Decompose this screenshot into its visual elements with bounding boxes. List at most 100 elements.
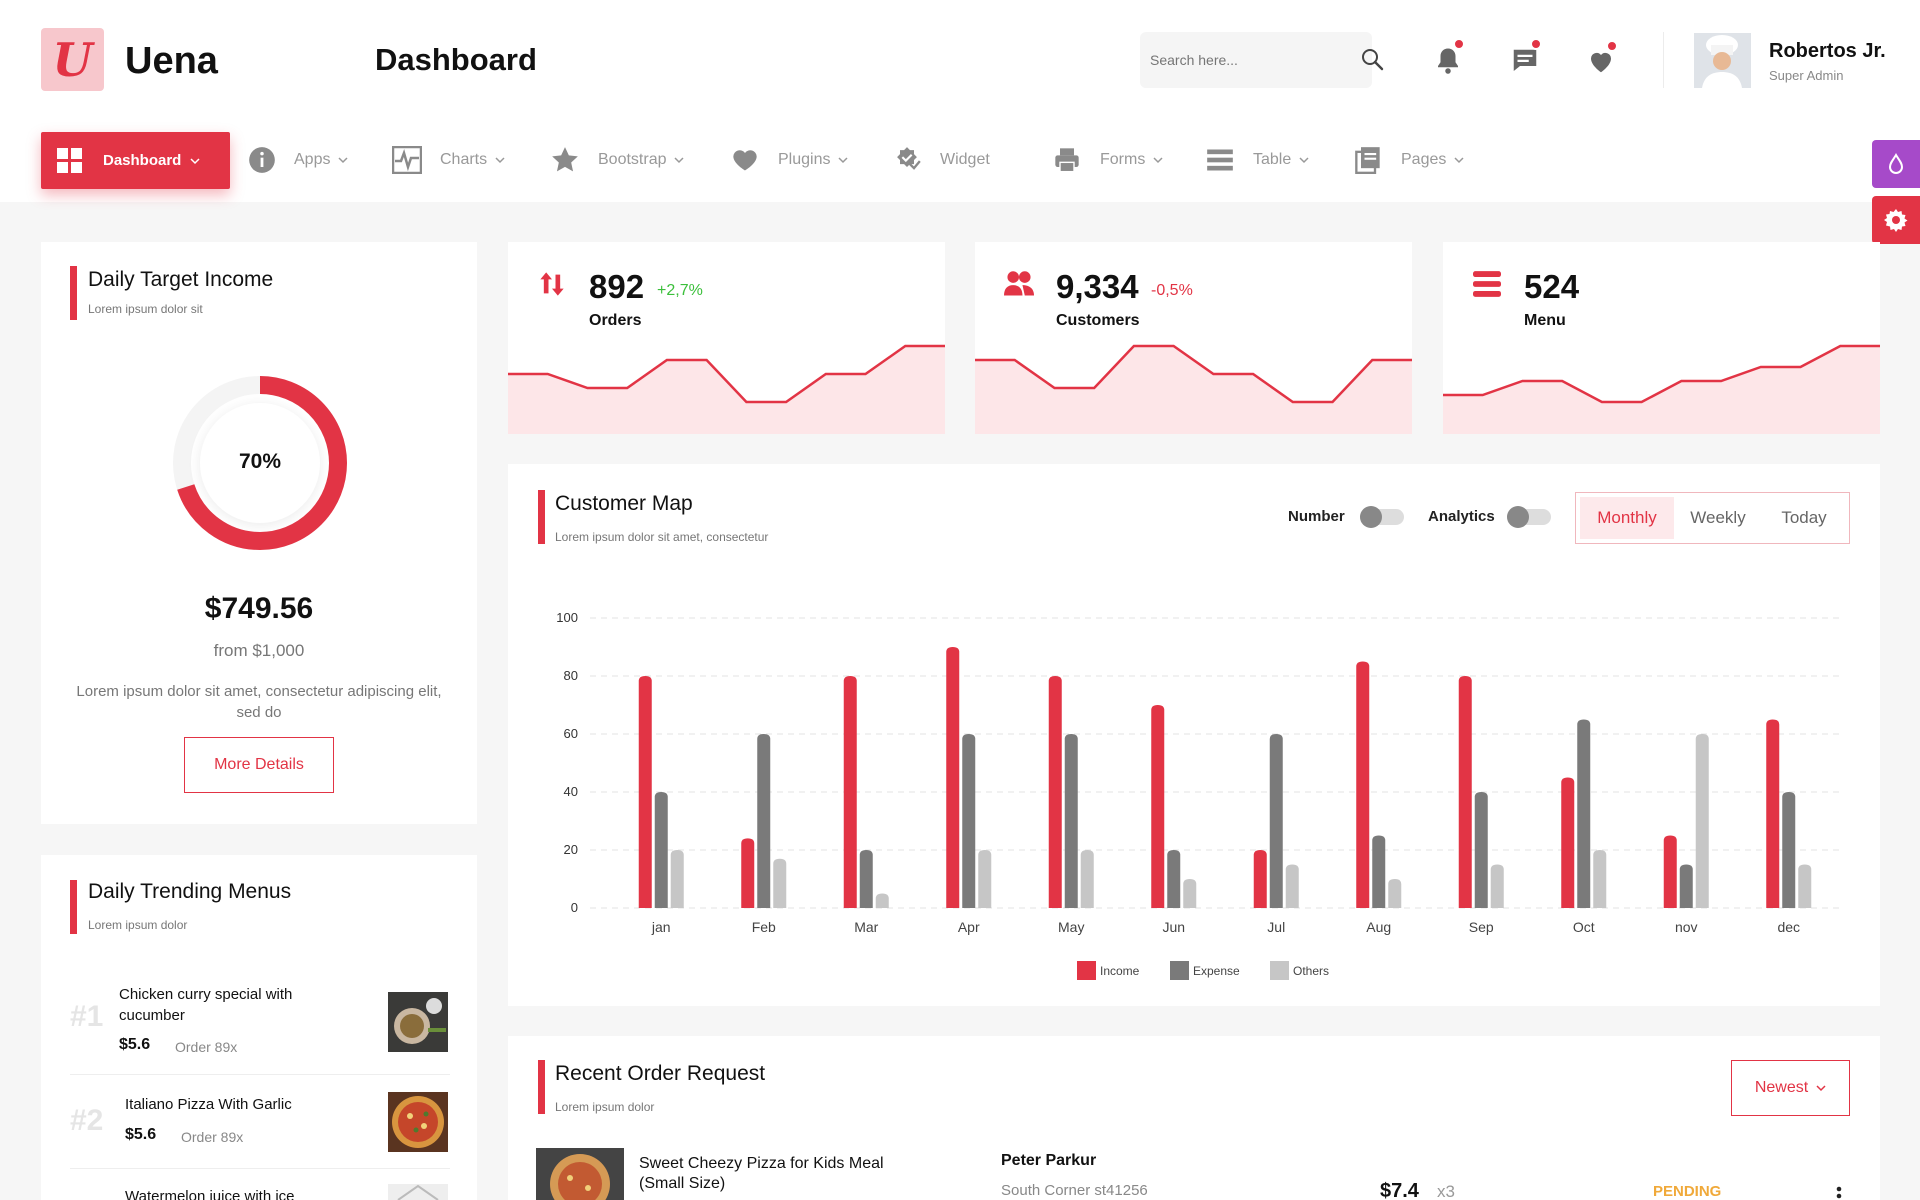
theme-color-button[interactable] (1872, 140, 1920, 188)
user-name[interactable]: Robertos Jr. (1769, 40, 1886, 62)
message-dot (1530, 38, 1542, 50)
order-quantity: x3 (1437, 1182, 1455, 1200)
tab-today[interactable]: Today (1781, 508, 1827, 527)
nav-charts[interactable]: Charts (392, 140, 505, 180)
avatar[interactable] (1694, 33, 1751, 88)
settings-button[interactable] (1872, 196, 1920, 244)
tab-monthly[interactable]: Monthly (1580, 497, 1674, 539)
legend-label: Others (1293, 964, 1329, 978)
title-accent (538, 1060, 545, 1114)
bar-income (1561, 777, 1575, 908)
x-tick-label: dec (1777, 919, 1800, 935)
table-row[interactable]: Sweet Cheezy Pizza for Kids Meal (Small … (536, 1148, 1856, 1200)
number-toggle-label: Number (1288, 508, 1345, 525)
list-item[interactable]: #1 Chicken curry special with cucumber $… (70, 980, 450, 1075)
bar-others (978, 850, 992, 908)
menu-price: $5.6 (125, 1126, 157, 1143)
rank-label: #2 (70, 1104, 104, 1137)
chevron-down-icon (1816, 1085, 1826, 1092)
menu-sparkline (1443, 344, 1880, 434)
star-icon (552, 147, 578, 172)
recent-order-card (508, 1036, 1880, 1200)
food-thumbnail (388, 1092, 448, 1152)
status-badge: PENDING (1653, 1183, 1722, 1200)
list-item[interactable]: #2 Italiano Pizza With Garlic $5.6 Order… (70, 1076, 450, 1169)
analytics-toggle[interactable] (1507, 506, 1551, 528)
bar-expense (1474, 792, 1488, 908)
nav-forms[interactable]: Forms (1052, 140, 1163, 180)
bar-expense (1679, 864, 1693, 908)
title-accent (538, 490, 545, 544)
bar-others (773, 858, 787, 908)
search-icon[interactable] (1360, 47, 1384, 71)
y-tick-label: 20 (564, 842, 578, 857)
nav-label: Apps (294, 151, 331, 168)
card-subtitle: Lorem ipsum dolor (555, 1100, 655, 1114)
favorite-dot (1606, 40, 1618, 52)
orders-sparkline (508, 344, 945, 434)
order-price: $7.4 (1380, 1180, 1419, 1200)
bar-expense (962, 734, 976, 908)
customers-change: -0,5% (1151, 282, 1193, 299)
sort-label: Newest (1754, 1079, 1809, 1096)
nav-apps[interactable]: Apps (248, 140, 348, 180)
legend-swatch (1270, 961, 1289, 980)
nav-dashboard[interactable]: Dashboard (41, 132, 230, 189)
card-title: Customer Map (555, 492, 693, 515)
nav-label: Charts (440, 151, 488, 168)
brand-logo[interactable]: U (41, 28, 104, 91)
income-target: from $1,000 (213, 641, 305, 660)
orders-label: Orders (589, 312, 642, 329)
users-icon (1004, 271, 1034, 296)
bell-icon[interactable] (1433, 46, 1463, 76)
nav-label: Bootstrap (598, 151, 667, 168)
sort-dropdown[interactable]: Newest (1731, 1060, 1850, 1116)
analytics-toggle-label: Analytics (1428, 508, 1495, 525)
x-tick-label: Aug (1366, 919, 1391, 935)
card-subtitle: Lorem ipsum dolor (88, 918, 188, 932)
notification-dot (1453, 38, 1465, 50)
x-tick-label: Oct (1573, 919, 1595, 935)
more-details-button[interactable]: More Details (184, 737, 334, 793)
chevron-down-icon (1153, 157, 1163, 164)
nav-pages[interactable]: Pages (1353, 140, 1464, 180)
nav-bootstrap[interactable]: Bootstrap (550, 140, 685, 180)
bar-expense (859, 850, 873, 908)
more-options-icon[interactable] (1836, 1186, 1842, 1200)
nav-label: Widget (940, 151, 990, 168)
page-title: Dashboard (375, 42, 537, 77)
x-tick-label: Jun (1162, 919, 1185, 935)
y-tick-label: 0 (571, 900, 578, 915)
nav-plugins[interactable]: Plugins (730, 140, 849, 180)
nav-table[interactable]: Table (1205, 140, 1309, 180)
bar-income (741, 838, 755, 908)
chat-icon[interactable] (1510, 46, 1540, 76)
legend-swatch (1077, 961, 1096, 980)
bar-others (1183, 879, 1197, 908)
bar-others (1593, 850, 1607, 908)
y-tick-label: 100 (556, 610, 578, 625)
chevron-down-icon (1454, 157, 1464, 164)
logo-letter: U (52, 32, 93, 87)
heart-icon[interactable] (1586, 46, 1616, 76)
number-toggle[interactable] (1360, 506, 1404, 528)
x-tick-label: nov (1675, 919, 1698, 935)
card-subtitle: Lorem ipsum dolor sit (88, 302, 203, 316)
tab-weekly[interactable]: Weekly (1690, 508, 1746, 527)
search-input[interactable] (1150, 32, 1330, 88)
food-thumbnail (536, 1148, 624, 1200)
bar-expense (1269, 734, 1283, 908)
list-item[interactable]: Watermelon juice with ice (70, 1170, 450, 1200)
customer-bar-chart: 0 20 40 60 80 100 jan Feb Mar Apr May Jun Jul Aug Sep O… (556, 610, 1840, 980)
nav-widget[interactable]: Widget (892, 140, 990, 180)
bar-others (1388, 879, 1402, 908)
bar-others (1695, 734, 1709, 908)
menu-price: $5.6 (119, 1036, 151, 1053)
legend-label: Income (1100, 964, 1140, 978)
menu-name: Italiano Pizza With Garlic (125, 1096, 292, 1113)
search-box (1140, 32, 1372, 88)
bar-income (1356, 661, 1370, 908)
dashboard-grid-icon (57, 147, 82, 173)
y-tick-label: 60 (564, 726, 578, 741)
title-accent (70, 880, 77, 934)
